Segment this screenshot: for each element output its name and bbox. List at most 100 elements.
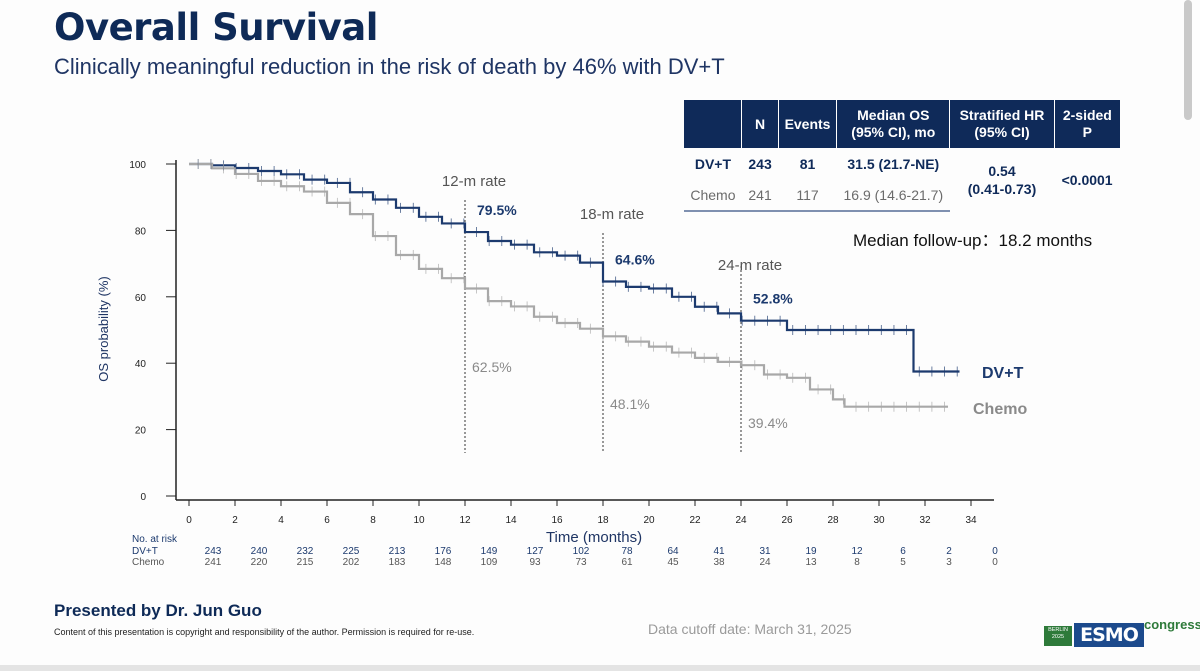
at-risk-value: 225 [343, 546, 360, 557]
copyright-note: Content of this presentation is copyrigh… [54, 627, 475, 637]
at-risk-value: 31 [759, 546, 771, 557]
chemo-rate-label: 62.5% [472, 359, 512, 375]
x-tick-label: 28 [827, 515, 839, 526]
chart-axes [175, 160, 994, 501]
dv-t-rate-label: 64.6% [615, 252, 655, 268]
at-risk-value: 220 [251, 557, 268, 568]
at-risk-value: 240 [251, 546, 268, 557]
n-cell: 243 [748, 155, 772, 172]
table-header-row: N Events Median OS (95% CI), mo Stratifi… [684, 100, 1120, 148]
header-arm [684, 100, 742, 148]
x-tick-label: 4 [278, 515, 284, 526]
x-tick-label: 32 [919, 515, 931, 526]
x-tick-label: 2 [232, 515, 238, 526]
x-tick-label: 6 [324, 515, 330, 526]
x-tick-label: 8 [370, 515, 376, 526]
at-risk-value: 102 [573, 546, 590, 557]
at-risk-value: 19 [805, 546, 817, 557]
at-risk-value: 241 [205, 557, 222, 568]
median-followup: Median follow-up：18.2 months [853, 231, 1093, 250]
at-risk-value: 183 [389, 557, 406, 568]
at-risk-value: 6 [900, 546, 906, 557]
hr-cell: 0.54 (0.41-0.73) [950, 148, 1054, 211]
chemo-rate-label: 39.4% [748, 415, 788, 431]
arm-cell: Chemo [684, 179, 742, 212]
x-tick-label: 18 [597, 515, 609, 526]
esmo-logo: BERLIN 2025 ESMO congress [1040, 617, 1200, 651]
landmark-lines [464, 200, 742, 453]
y-tick-label: 20 [135, 426, 147, 437]
at-risk-arm-label: Chemo [132, 557, 165, 568]
landmark-label: 24-m rate [718, 257, 782, 274]
at-risk-value: 12 [851, 546, 863, 557]
x-tick-label: 30 [873, 515, 885, 526]
logo-year: BERLIN 2025 [1044, 626, 1072, 646]
at-risk-value: 73 [575, 557, 587, 568]
x-tick-label: 34 [965, 515, 977, 526]
at-risk-value: 93 [529, 557, 541, 568]
x-tick-label: 22 [689, 515, 701, 526]
x-axis-label: Time (months) [546, 529, 642, 546]
table-row: Chemo 241 117 16.9 (14.6-21.7) [684, 179, 1120, 212]
at-risk-value: 109 [481, 557, 498, 568]
x-tick-label: 0 [186, 515, 192, 526]
at-risk-value: 127 [527, 546, 544, 557]
x-tick-label: 24 [735, 515, 747, 526]
at-risk-value: 149 [481, 546, 498, 557]
page-title: Overall Survival [54, 6, 378, 49]
at-risk-value: 213 [389, 546, 406, 557]
p-cell: <0.0001 [1061, 171, 1113, 188]
at-risk-value: 41 [713, 546, 725, 557]
y-tick-label: 80 [135, 226, 147, 237]
chemo-rate-label: 48.1% [610, 396, 650, 412]
at-risk-value: 2 [946, 546, 952, 557]
at-risk-value: 38 [713, 557, 725, 568]
header-events: Events [777, 100, 837, 148]
median-cell: 31.5 (21.7-NE) [847, 155, 940, 172]
hr-value: 0.54 [988, 162, 1016, 179]
at-risk-value: 176 [435, 546, 452, 557]
at-risk-value: 243 [205, 546, 222, 557]
header-hr: Stratified HR (95% CI) [949, 100, 1055, 148]
at-risk-arm-label: DV+T [132, 546, 158, 557]
landmark-label: 12-m rate [442, 173, 506, 190]
header-median-os: Median OS (95% CI), mo [836, 100, 950, 148]
bottom-strip [0, 665, 1200, 671]
at-risk-value: 61 [621, 557, 633, 568]
dv-t-rate-label: 79.5% [477, 202, 517, 218]
at-risk-value: 13 [805, 557, 817, 568]
at-risk-value: 64 [667, 546, 679, 557]
at-risk-title: No. at risk [132, 534, 178, 545]
at-risk-value: 3 [946, 557, 952, 568]
y-tick-label: 40 [135, 359, 147, 370]
landmark-label: 18-m rate [580, 206, 644, 223]
events-cell: 81 [799, 155, 816, 172]
y-tick-label: 60 [135, 293, 147, 304]
at-risk-value: 0 [992, 557, 998, 568]
x-tick-label: 20 [643, 515, 655, 526]
page-subtitle: Clinically meaningful reduction in the r… [54, 54, 725, 79]
x-tick-label: 26 [781, 515, 793, 526]
presenter: Presented by Dr. Jun Guo [54, 601, 262, 620]
at-risk-value: 148 [435, 557, 452, 568]
censor-marks [197, 159, 958, 412]
hr-ci: (0.41-0.73) [967, 180, 1037, 197]
survival-curve-chemo [189, 162, 948, 408]
x-tick-label: 12 [459, 515, 471, 526]
hr-summary-table: N Events Median OS (95% CI), mo Stratifi… [684, 100, 1120, 212]
at-risk-value: 78 [621, 546, 633, 557]
logo-brand: ESMO [1074, 623, 1144, 647]
survival-curve-dvt [189, 162, 960, 373]
at-risk-value: 24 [759, 557, 771, 568]
landmark-annotations: 12-m rate 79.5% 62.5% 18-m rate 64.6% 48.1% 24… [442, 173, 793, 431]
at-risk-value: 215 [297, 557, 314, 568]
y-tick-label: 0 [140, 492, 146, 503]
header-p: 2-sided P [1053, 100, 1120, 148]
at-risk-value: 202 [343, 557, 360, 568]
data-cutoff: Data cutoff date: March 31, 2025 [648, 621, 852, 637]
events-cell: 117 [778, 179, 837, 212]
x-tick-label: 16 [551, 515, 563, 526]
scrollbar[interactable] [1184, 0, 1192, 120]
